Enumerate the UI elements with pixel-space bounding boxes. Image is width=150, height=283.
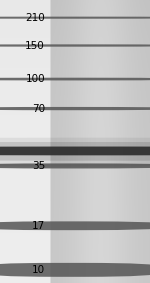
Text: 17: 17 (32, 221, 45, 231)
Text: 70: 70 (32, 104, 45, 113)
Text: 210: 210 (25, 13, 45, 23)
Text: 150: 150 (25, 40, 45, 50)
Text: 10: 10 (32, 265, 45, 275)
Text: 35: 35 (32, 161, 45, 171)
FancyBboxPatch shape (0, 142, 150, 161)
FancyBboxPatch shape (0, 147, 150, 155)
FancyBboxPatch shape (0, 107, 150, 110)
FancyBboxPatch shape (0, 138, 150, 166)
FancyBboxPatch shape (0, 78, 150, 80)
FancyBboxPatch shape (0, 44, 150, 47)
Text: 100: 100 (25, 74, 45, 84)
FancyBboxPatch shape (0, 163, 150, 168)
FancyBboxPatch shape (0, 17, 150, 19)
FancyBboxPatch shape (0, 263, 150, 277)
FancyBboxPatch shape (0, 221, 150, 230)
